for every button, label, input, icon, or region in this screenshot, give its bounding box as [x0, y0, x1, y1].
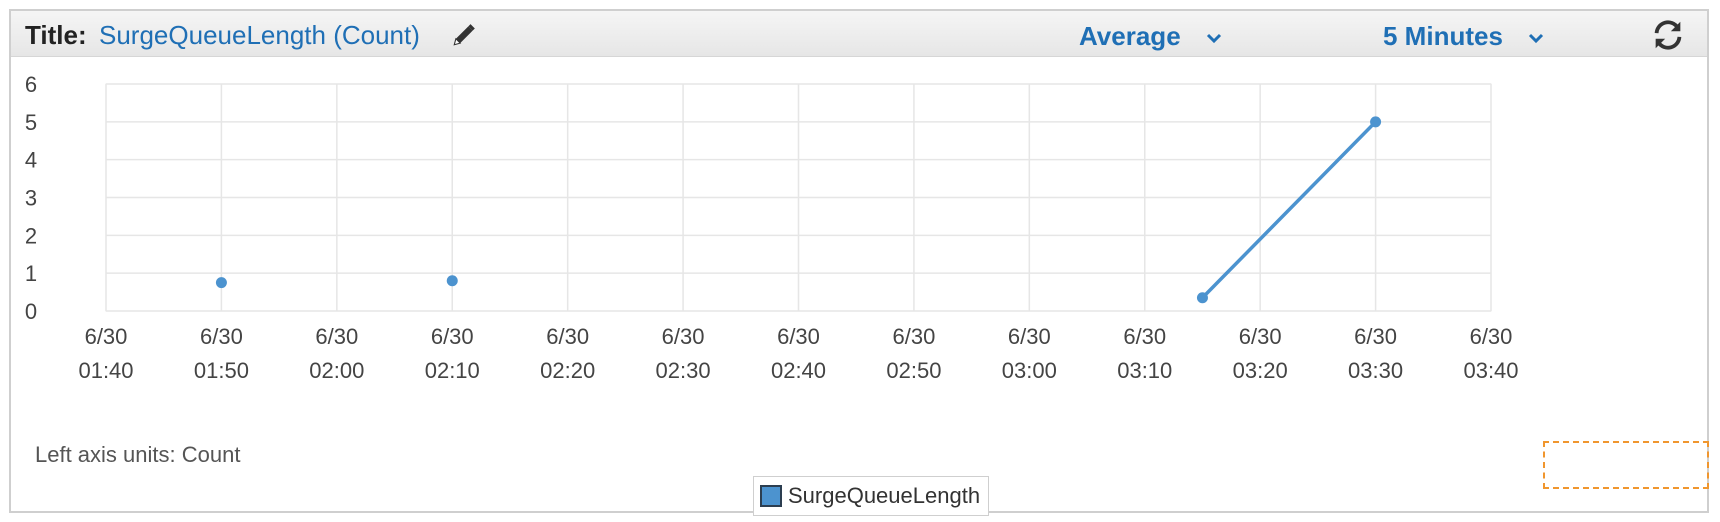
resize-drop-zone[interactable]	[1543, 441, 1709, 489]
x-tick-date: 6/30	[1470, 324, 1513, 349]
x-tick-date: 6/30	[546, 324, 589, 349]
x-tick-time: 01:40	[78, 358, 133, 383]
axis-units-label: Left axis units:	[35, 442, 176, 467]
period-label: 5 Minutes	[1383, 21, 1503, 51]
pencil-icon[interactable]	[451, 22, 477, 48]
y-tick-label: 1	[25, 261, 37, 286]
x-tick-time: 03:20	[1233, 358, 1288, 383]
statistic-label: Average	[1079, 21, 1181, 51]
refresh-icon[interactable]	[1649, 16, 1687, 54]
chevron-down-icon	[1529, 34, 1544, 44]
x-tick-time: 03:30	[1348, 358, 1403, 383]
legend-swatch	[760, 485, 782, 507]
statistic-dropdown[interactable]: Average	[1079, 21, 1222, 52]
legend-label: SurgeQueueLength	[788, 483, 981, 508]
x-tick-date: 6/30	[85, 324, 128, 349]
x-tick-time: 02:50	[886, 358, 941, 383]
x-tick-date: 6/30	[1008, 324, 1051, 349]
data-point	[1196, 292, 1208, 304]
x-tick-date: 6/30	[431, 324, 474, 349]
x-tick-time: 02:30	[656, 358, 711, 383]
series-line	[1200, 120, 1378, 300]
x-tick-time: 03:00	[1002, 358, 1057, 383]
y-tick-label: 0	[25, 299, 37, 324]
x-tick-time: 02:20	[540, 358, 595, 383]
line-chart: 0 1 2 3 4 5 6 6/30 01:40 6/30 01:50 6/30 02:00 6/30 02…	[25, 72, 1519, 383]
period-dropdown[interactable]: 5 Minutes	[1383, 21, 1544, 52]
metric-widget: Title: SurgeQueueLength (Count) Average …	[9, 9, 1709, 516]
y-tick-label: 6	[25, 72, 37, 97]
data-point	[446, 275, 458, 287]
x-tick-date: 6/30	[777, 324, 820, 349]
x-tick-date: 6/30	[1239, 324, 1282, 349]
x-tick-time: 03:10	[1117, 358, 1172, 383]
x-tick-date: 6/30	[315, 324, 358, 349]
x-tick-date: 6/30	[662, 324, 705, 349]
legend-item[interactable]: SurgeQueueLength	[753, 476, 990, 516]
axis-units-text: Left axis units: Count	[35, 442, 240, 468]
widget-header: Title: SurgeQueueLength (Count) Average …	[11, 11, 1707, 57]
x-tick-time: 02:40	[771, 358, 826, 383]
x-tick-date: 6/30	[200, 324, 243, 349]
x-tick-time: 03:40	[1463, 358, 1518, 383]
metric-title-link[interactable]: SurgeQueueLength (Count)	[99, 20, 420, 50]
chevron-down-icon	[1206, 34, 1221, 44]
x-tick-date: 6/30	[1123, 324, 1166, 349]
data-point	[215, 277, 227, 289]
x-tick-time: 02:00	[309, 358, 364, 383]
x-tick-time: 02:10	[425, 358, 480, 383]
title-label: Title:	[25, 20, 87, 50]
y-tick-label: 2	[25, 223, 37, 248]
axis-units-value: Count	[181, 442, 241, 467]
x-tick-date: 6/30	[1354, 324, 1397, 349]
data-point	[1370, 116, 1382, 128]
x-tick-date: 6/30	[893, 324, 936, 349]
y-tick-label: 5	[25, 110, 37, 135]
y-tick-label: 4	[25, 148, 37, 173]
y-tick-label: 3	[25, 186, 37, 211]
x-tick-time: 01:50	[194, 358, 249, 383]
